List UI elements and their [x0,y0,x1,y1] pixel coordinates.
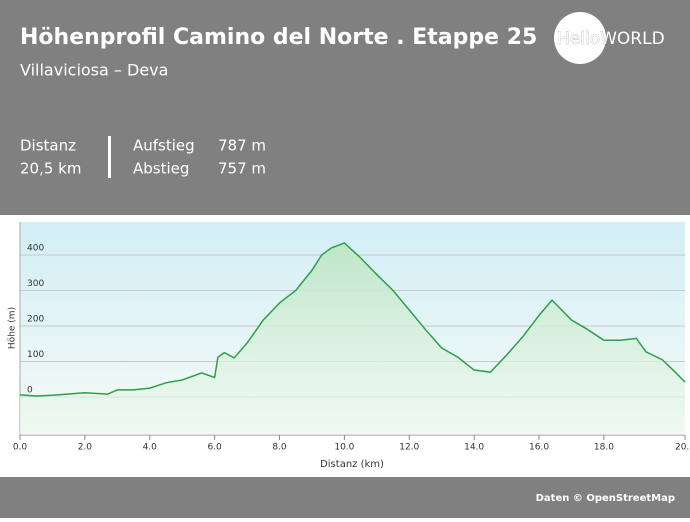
y-tick-label: 200 [27,315,44,325]
x-tick-label: 8.0 [272,443,287,453]
stat-label: Abstieg [133,160,189,178]
stat-label: Distanz [20,137,76,155]
line [19,242,686,397]
y-tick-label: 0 [27,386,33,396]
subtitle: Villaviciosa – Deva [20,61,168,80]
footer-bg [0,477,690,518]
stat-value: 787 m [218,137,266,155]
title: Höhenprofil Camino del Norte . Etappe 25 [20,25,537,50]
x-tick-label: 20.5 [675,443,690,453]
stat-label: Aufstieg [133,137,195,155]
divider [108,136,111,178]
x-tick-label: 10.0 [334,443,354,453]
logo-circle [554,12,606,64]
x-tick-label: 12.0 [399,443,419,453]
credit: Daten © OpenStreetMap [536,493,675,504]
x-tick-label: 16.0 [529,443,549,453]
stat-value: 20,5 km [20,160,81,178]
x-tick-label: 14.0 [464,443,484,453]
y-tick-label: 300 [27,279,44,289]
y-tick-label: 400 [27,244,44,254]
x-tick-label: 6.0 [207,443,222,453]
y-axis-label: Höhe (m) [8,307,18,349]
stat-value: 757 m [218,160,266,178]
logo: HelloWORLD [557,29,665,49]
area [20,242,685,435]
x-tick-label: 18.0 [594,443,614,453]
y-tick-label: 100 [27,350,44,360]
x-tick-label: 2.0 [78,443,93,453]
x-tick-label: 4.0 [143,443,158,453]
x-axis-label: Distanz (km) [320,459,384,470]
x-tick-label: 0.0 [13,443,28,453]
